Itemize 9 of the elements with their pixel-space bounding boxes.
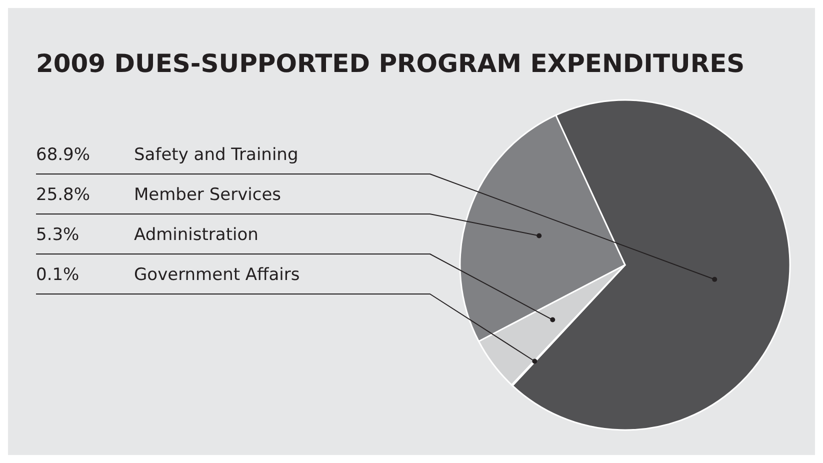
data-label: 68.9% <box>36 145 90 165</box>
chart-title: 2009 DUES-SUPPORTED PROGRAM EXPENDITURES <box>36 49 745 78</box>
data-label: 5.3% <box>36 225 80 245</box>
data-label: 0.1% <box>36 265 80 285</box>
slice-label: Member Services <box>134 185 282 205</box>
slice-label: Government Affairs <box>134 265 300 285</box>
slice-label: Administration <box>134 225 258 245</box>
data-label: 25.8% <box>36 185 90 205</box>
slice-label: Safety and Training <box>134 145 298 165</box>
